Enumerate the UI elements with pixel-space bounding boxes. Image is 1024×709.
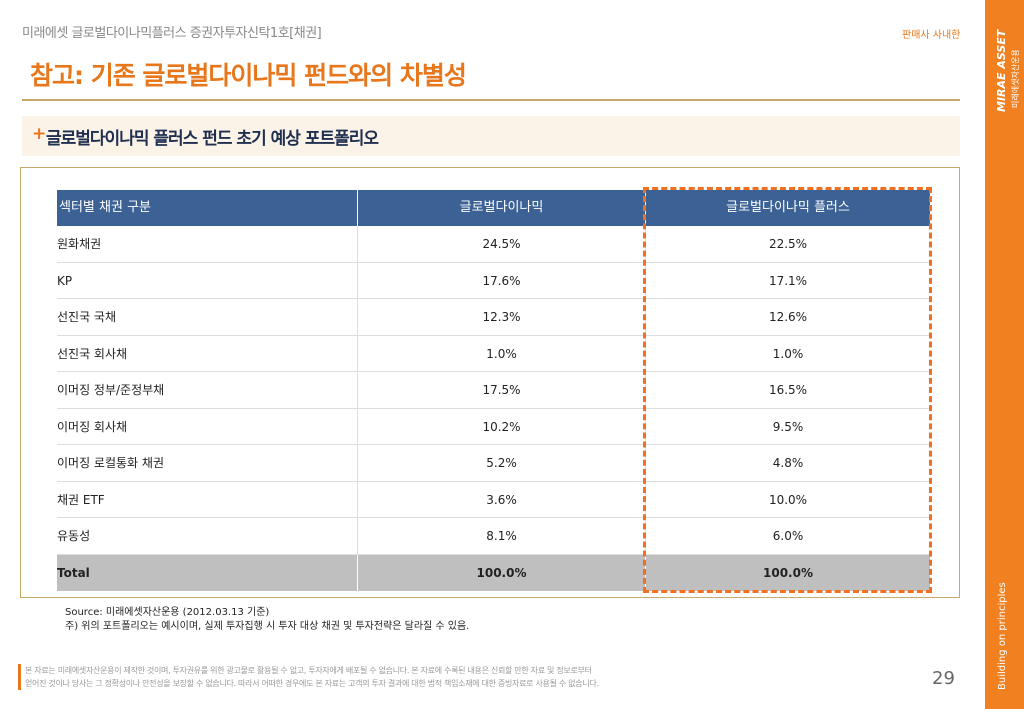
- cell: 이머징 로컬통화 채권: [57, 445, 357, 482]
- cell: 17.5%: [357, 372, 645, 409]
- header-cell: 글로벌다이나믹 플러스: [645, 190, 930, 226]
- total-cell: Total: [57, 554, 357, 591]
- highlight-frame: [643, 187, 932, 593]
- total-cell: 100.0%: [645, 554, 930, 591]
- content-box: [20, 167, 960, 598]
- cell: 5.2%: [357, 445, 645, 482]
- doc-title: 미래에셋 글로벌다이나믹플러스 증권자투자신탁1호[채권]: [22, 26, 322, 41]
- cell: 12.3%: [357, 299, 645, 336]
- title: 참고: 기존 글로벌다이나믹 펀드와의 차별성: [30, 61, 467, 90]
- cell: 채권 ETF: [57, 482, 357, 518]
- cell: 3.6%: [357, 481, 645, 518]
- cell: 8.1%: [357, 518, 645, 555]
- cell: KP: [57, 263, 357, 299]
- slogan: Building on principles: [997, 582, 1008, 690]
- table: 섹터별 채권 구분 글로벌다이나믹 글로벌다이나믹 플러스 원화채권 24.5% 22.5…: [57, 190, 930, 592]
- cell: 이머징 정부/준정부채: [57, 372, 357, 409]
- section-marker: +: [32, 124, 47, 144]
- cell: 24.5%: [357, 226, 645, 263]
- cell: 17.6%: [357, 262, 645, 299]
- disclaimer-note: 주) 위의 포트폴리오는 예시이며, 실제 투자집행 시 투자 대상 채권 및 …: [65, 621, 470, 632]
- page-number: 29: [932, 668, 955, 689]
- footer-text: 얻어진 것이나 당사는 그 정확성이나 안전성을 보장할 수 없습니다. 따라서…: [25, 679, 599, 688]
- section-title: 글로벌다이나믹 플러스 펀드 초기 예상 포트폴리오: [46, 129, 379, 149]
- cell: 이머징 회사채: [57, 409, 357, 445]
- cell: 원화채권: [57, 226, 357, 263]
- cell: 1.0%: [357, 335, 645, 372]
- cell: 선진국 회사채: [57, 336, 357, 372]
- sidebar: [985, 0, 1024, 709]
- title-rule: [22, 99, 960, 101]
- footer-text: 본 자료는 미래에셋자산운용이 제작한 것이며, 투자권유를 위한 광고물로 활…: [25, 666, 592, 675]
- header-cell: 섹터별 채권 구분: [57, 190, 357, 226]
- cell: 유동성: [57, 518, 357, 555]
- badge: 판매사 사내한: [902, 30, 961, 41]
- logo: MIRAE ASSET: [995, 29, 1008, 112]
- total-cell: 100.0%: [357, 554, 645, 591]
- header-cell: 글로벌다이나믹: [357, 190, 645, 226]
- cell: 선진국 국채: [57, 299, 357, 336]
- logo-sub: 미래에셋자산운용: [1011, 49, 1020, 108]
- footer-bar: [18, 664, 21, 690]
- cell: 10.2%: [357, 408, 645, 445]
- section-bar: [22, 116, 960, 156]
- source-note: Source: 미래에셋자산운용 (2012.03.13 기준): [65, 607, 270, 618]
